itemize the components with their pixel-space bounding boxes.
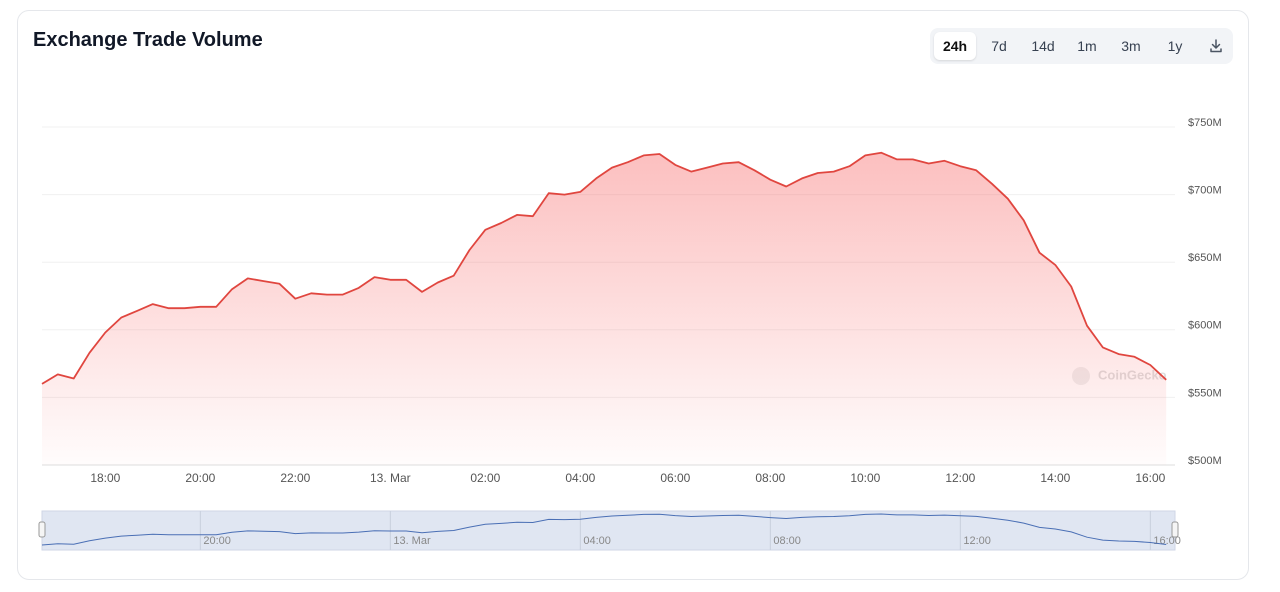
x-tick-label: 04:00 (565, 471, 595, 485)
navigator-label: 04:00 (583, 535, 611, 547)
navigator-label: 20:00 (203, 535, 231, 547)
card (17, 10, 1249, 580)
chart-title: Exchange Trade Volume (33, 29, 263, 51)
navigator-label: 08:00 (773, 535, 801, 547)
navigator-handle (38, 521, 46, 538)
navigator-handle (1171, 521, 1179, 538)
download-icon (1209, 39, 1222, 53)
y-tick-label: $750M (1188, 117, 1222, 129)
x-tick-label: 10:00 (850, 471, 880, 485)
x-tick-label: 18:00 (90, 471, 120, 485)
y-tick-label: $650M (1188, 252, 1222, 264)
x-tick-label: 14:00 (1040, 471, 1070, 485)
x-tick-label: 22:00 (280, 471, 310, 485)
x-tick-label: 02:00 (470, 471, 500, 485)
range-button[interactable]: 14d (1031, 38, 1055, 54)
line (41, 151, 1167, 385)
area (42, 152, 1167, 465)
x-tick-label: 06:00 (660, 471, 690, 485)
range-button[interactable]: 3m (1121, 38, 1141, 54)
y-tick-label: $700M (1188, 185, 1222, 197)
x-tick-label: 20:00 (185, 471, 215, 485)
x-tick-label: 12:00 (945, 471, 975, 485)
navigator-label: 12:00 (963, 535, 991, 547)
y-tick-label: $500M (1188, 455, 1222, 467)
navigator-label: 13. Mar (393, 535, 431, 547)
x-tick-label: 16:00 (1135, 471, 1165, 485)
navigator-line (41, 513, 1167, 546)
x-tick-label: 13. Mar (370, 471, 411, 485)
range-button[interactable]: 1m (1077, 38, 1097, 54)
toolbar: 24h 7d 14d 1m 3m 1y (930, 28, 1233, 64)
range-button[interactable]: 7d (991, 38, 1007, 54)
download-button[interactable] (1198, 32, 1233, 60)
x-tick-label: 08:00 (755, 471, 785, 485)
y-tick-label: $550M (1188, 387, 1222, 399)
y-tick-label: $600M (1188, 320, 1222, 332)
range-button[interactable]: 24h (934, 32, 976, 60)
range-button[interactable]: 1y (1167, 38, 1183, 54)
